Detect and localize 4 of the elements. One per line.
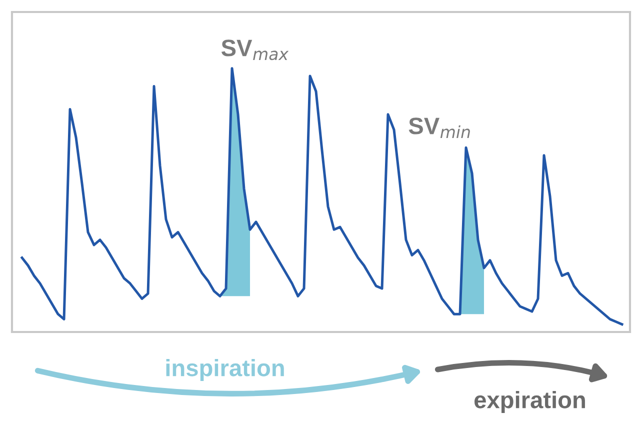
text: expiration <box>474 390 585 414</box>
annotation: SV$_{min}$ <box>408 118 470 138</box>
text: SV$_{max}$ <box>221 40 289 60</box>
text: inspiration <box>166 358 284 382</box>
